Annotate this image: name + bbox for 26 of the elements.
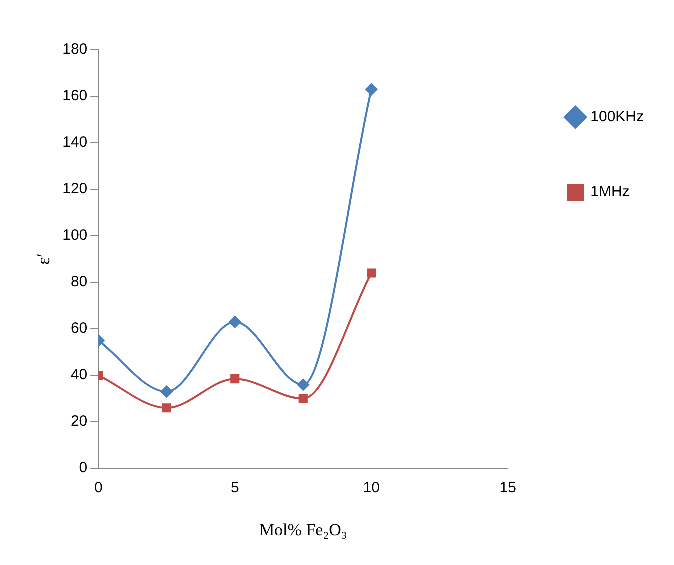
- x-axis-title: Mol% Fe₂O₃: [259, 520, 348, 540]
- x-tick-label: 5: [230, 480, 240, 497]
- legend-label: 1MHz: [590, 184, 630, 201]
- point: [366, 84, 378, 96]
- point: [229, 316, 242, 328]
- y-axis-title: ε′: [34, 253, 54, 266]
- x-tick-label: 15: [500, 480, 516, 497]
- y-tick-label: 140: [62, 134, 88, 152]
- y-tick-label: 60: [70, 320, 88, 338]
- y-tick-label: 100: [62, 227, 88, 244]
- legend-label: 100KHz: [590, 108, 644, 126]
- y-tick-label: 0: [79, 460, 88, 477]
- point: [230, 374, 240, 384]
- x-tick-label: 10: [363, 480, 380, 497]
- y-tick-label: 160: [62, 88, 88, 105]
- y-tick-label: 80: [70, 274, 88, 291]
- y-tick-label: 120: [62, 180, 88, 198]
- x-tick-label: 0: [94, 480, 103, 497]
- point: [297, 378, 310, 391]
- y-tick-label: 20: [70, 413, 88, 430]
- point: [160, 386, 173, 398]
- y-tick-label: 40: [70, 366, 88, 384]
- point: [298, 394, 308, 404]
- y-tick-label: 180: [62, 41, 88, 58]
- point: [367, 268, 376, 278]
- point: [162, 404, 172, 413]
